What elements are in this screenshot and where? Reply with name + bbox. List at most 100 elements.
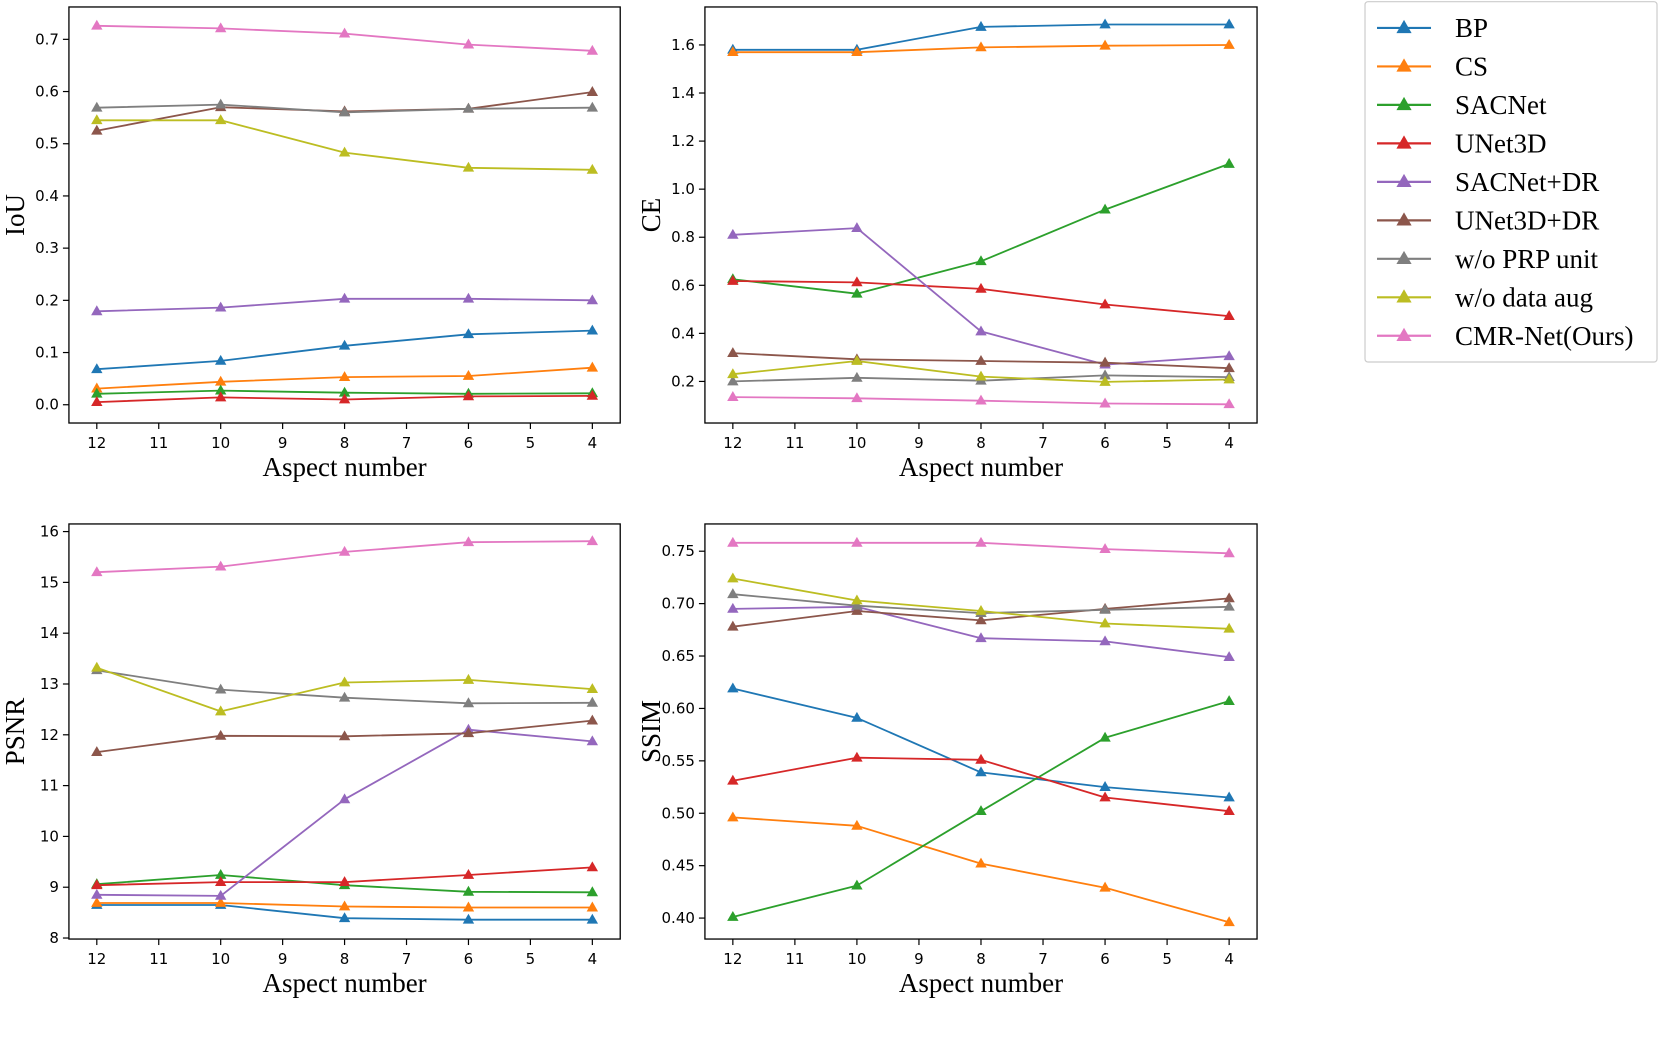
data-point <box>338 900 351 911</box>
legend-marker <box>1396 327 1412 341</box>
data-point <box>338 545 351 556</box>
data-point <box>462 885 475 896</box>
series-sacnet-dr <box>91 723 599 900</box>
data-point <box>91 566 103 577</box>
data-point <box>586 913 599 924</box>
data-point <box>338 339 351 350</box>
legend-label: w/o data aug <box>1455 282 1593 312</box>
series-line <box>732 816 1230 924</box>
axes-frame <box>704 6 1258 424</box>
data-point <box>91 879 103 890</box>
data-point <box>1223 18 1235 29</box>
data-point <box>586 861 599 872</box>
legend-marker <box>1396 19 1412 34</box>
data-point <box>1223 350 1235 361</box>
data-point <box>1099 39 1111 50</box>
legend-marker <box>1396 135 1412 149</box>
series-cs <box>91 896 599 912</box>
data-point <box>462 390 475 401</box>
axes-frame <box>704 523 1258 940</box>
x-tick-label: 11 <box>785 950 804 968</box>
legend-marker <box>1396 289 1412 303</box>
data-point <box>1099 356 1111 367</box>
y-tick-label: 0.0 <box>35 396 59 414</box>
y-axis-label: IoU <box>0 194 30 236</box>
x-tick-label: 12 <box>87 950 106 968</box>
x-tick-label: 6 <box>1100 434 1110 452</box>
x-tick-label: 8 <box>340 434 350 452</box>
legend-label: UNet3D <box>1455 128 1546 158</box>
series-line <box>732 227 1230 366</box>
data-point <box>91 305 103 316</box>
y-tick-label: 0.2 <box>35 291 59 309</box>
legend-entry-w-o-prp-unit: w/o PRP unit <box>1377 244 1599 274</box>
x-tick-label: 7 <box>1038 434 1048 452</box>
data-point <box>338 691 351 702</box>
y-tick-label: 1.6 <box>671 36 695 54</box>
data-point <box>462 673 475 684</box>
series-line <box>96 728 593 897</box>
data-point <box>1223 791 1235 802</box>
data-point <box>462 292 475 303</box>
data-point <box>975 632 987 643</box>
y-tick-label: 8 <box>49 929 59 947</box>
data-point <box>338 676 351 687</box>
data-point <box>975 325 987 336</box>
legend-box <box>1364 1 1658 363</box>
data-point <box>975 604 987 615</box>
x-tick-label: 4 <box>588 434 598 452</box>
data-point <box>338 386 351 397</box>
y-tick-label: 0.5 <box>35 135 59 153</box>
data-point <box>91 896 103 907</box>
data-point <box>975 536 987 547</box>
y-tick-label: 0.50 <box>662 804 695 822</box>
data-point <box>586 86 599 96</box>
data-point <box>586 683 599 693</box>
data-point <box>727 811 739 822</box>
x-tick-label: 8 <box>340 950 350 968</box>
data-point <box>338 876 351 887</box>
legend-label: CS <box>1455 51 1488 81</box>
data-point <box>338 146 351 157</box>
y-tick-label: 1.2 <box>671 132 695 150</box>
data-point <box>1099 731 1111 742</box>
data-point <box>214 869 227 879</box>
data-point <box>214 889 227 900</box>
data-point <box>1223 373 1235 384</box>
series-w-o-prp-unit <box>91 664 599 708</box>
series-cs <box>727 811 1235 927</box>
series-unet3d <box>91 861 599 890</box>
x-tick-label: 9 <box>278 950 288 968</box>
data-point <box>586 714 599 725</box>
data-point <box>1099 369 1111 380</box>
y-tick-label: 0.65 <box>662 647 695 665</box>
series-sacnet-dr <box>727 222 1235 369</box>
y-axis-label: SSIM <box>636 700 666 763</box>
legend-entry-bp: BP <box>1377 13 1488 43</box>
series-cmr-net-ours <box>91 535 599 577</box>
data-point <box>851 222 863 232</box>
legend-entry-sacnet-dr: SACNet+DR <box>1377 167 1599 197</box>
data-point <box>462 370 475 380</box>
legend-label: w/o PRP unit <box>1455 244 1599 274</box>
data-point <box>975 766 987 777</box>
data-point <box>214 114 227 125</box>
data-point <box>214 876 227 887</box>
data-point <box>462 328 475 339</box>
panel-ssim: 12 11 10 9 8 7 6 5 4 0.40 0.45 0.50 0.55 0.60 0.65 0.70… <box>636 523 1258 998</box>
y-tick-label: 14 <box>40 624 59 642</box>
data-point <box>727 572 739 583</box>
y-axis-label: PSNR <box>0 698 30 766</box>
x-tick-label: 6 <box>464 434 474 452</box>
data-point <box>214 683 227 694</box>
data-point <box>851 711 863 722</box>
legend-label: UNet3D+DR <box>1455 205 1599 235</box>
data-point <box>214 301 227 312</box>
data-point <box>1223 622 1235 633</box>
x-tick-label: 5 <box>526 950 536 968</box>
legend-entry-unet3d-dr: UNet3D+DR <box>1377 205 1599 235</box>
data-point <box>91 114 103 125</box>
x-axis-label: Aspect number <box>262 452 426 482</box>
series-sacnet <box>727 157 1235 298</box>
